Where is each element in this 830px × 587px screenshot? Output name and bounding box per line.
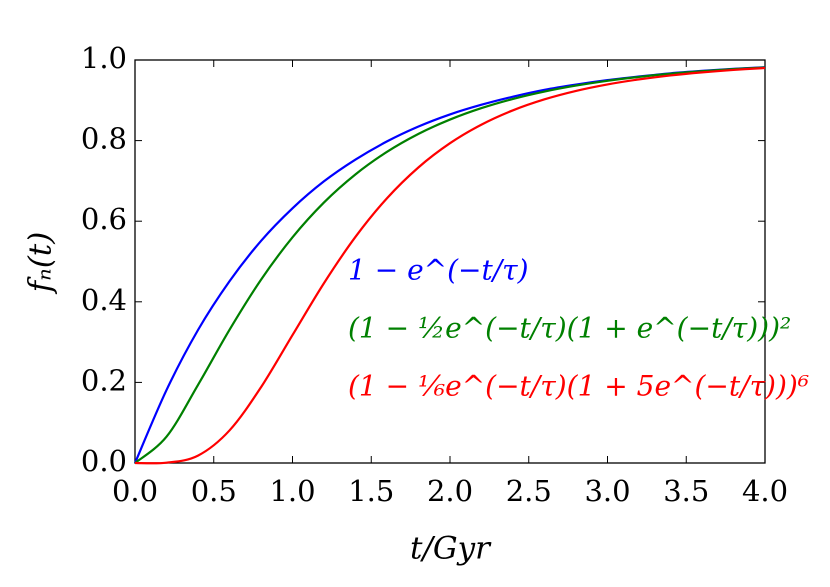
- legend-entry: (1 − ⅙e^(−t/τ)(1 + 5e^(−t/τ)))⁶: [348, 370, 809, 403]
- x-tick-label: 3.0: [584, 474, 630, 508]
- y-axis-label: fₙ(t): [23, 232, 59, 295]
- y-tick-label: 0.6: [81, 202, 127, 236]
- x-tick-label: 0.0: [112, 474, 158, 508]
- x-tick-label: 2.5: [506, 474, 552, 508]
- x-tick-label: 0.5: [191, 474, 237, 508]
- y-tick-label: 1.0: [81, 41, 127, 75]
- legend-entry: (1 − ½e^(−t/τ)(1 + e^(−t/τ)))²: [348, 312, 791, 345]
- x-tick-label: 1.5: [348, 474, 394, 508]
- x-tick-label: 4.0: [742, 474, 788, 508]
- y-tick-label: 0.4: [81, 283, 127, 317]
- x-tick-label: 1.0: [269, 474, 315, 508]
- x-axis-label: t/Gyr: [410, 531, 492, 567]
- series-line: [134, 66, 766, 464]
- y-tick-label: 0.2: [81, 363, 127, 397]
- y-tick-label: 0.0: [81, 444, 127, 478]
- legend-entry: 1 − e^(−t/τ): [348, 254, 529, 287]
- y-tick-label: 0.8: [81, 122, 127, 156]
- x-tick-label: 3.5: [663, 474, 709, 508]
- x-tick-label: 2.0: [427, 474, 473, 508]
- series-line: [134, 66, 766, 465]
